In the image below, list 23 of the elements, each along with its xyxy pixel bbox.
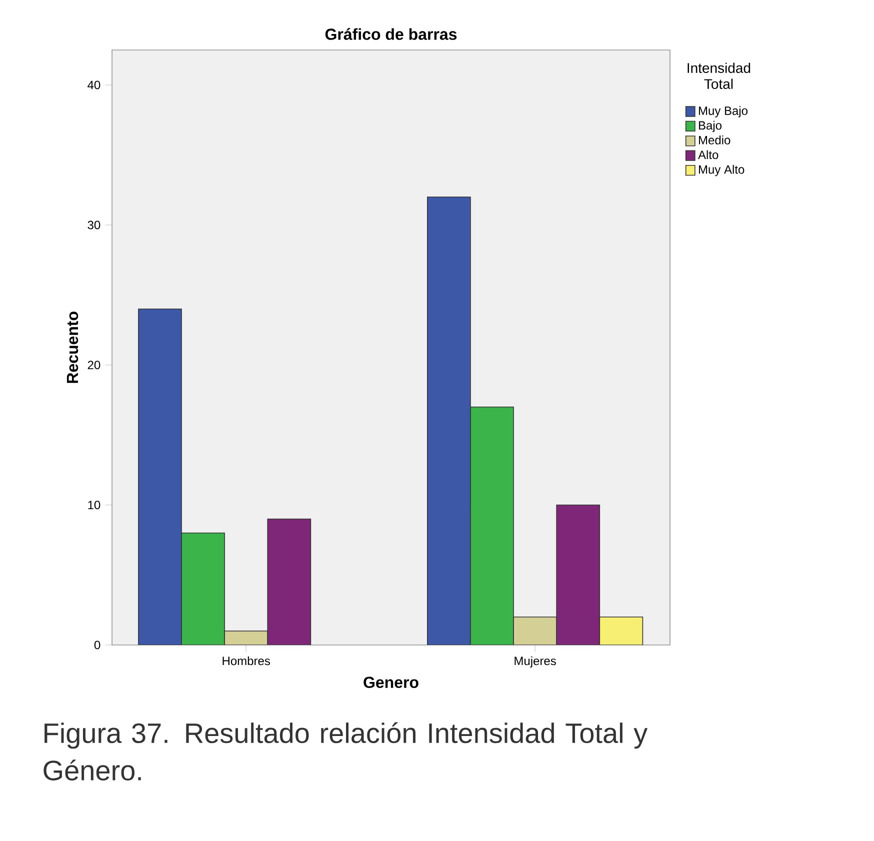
- y-tick-label: 20: [88, 360, 100, 370]
- bar: [427, 196, 471, 645]
- legend-label: Muy Alto: [698, 164, 744, 176]
- legend-label: Bajo: [698, 120, 722, 132]
- x-tick-label: Mujeres: [514, 656, 556, 668]
- legend-title: Intensidad Total: [688, 62, 750, 89]
- y-tick-label: 30: [88, 220, 100, 230]
- y-tick-label: 40: [88, 80, 100, 90]
- y-tick-label: 0: [94, 640, 100, 650]
- bar: [224, 630, 268, 645]
- bar: [513, 616, 557, 645]
- x-tick-label: Hombres: [222, 656, 270, 666]
- y-axis-title: Recuento: [66, 312, 78, 383]
- legend-label: Medio: [698, 136, 730, 144]
- x-axis-title: Genero: [364, 676, 418, 688]
- bar: [470, 406, 514, 645]
- bar: [138, 308, 182, 645]
- chart-title: Gráfico de barras: [325, 28, 457, 40]
- y-tick-label: 10: [88, 500, 100, 510]
- bar: [181, 532, 225, 645]
- legend-label: Alto: [698, 150, 718, 160]
- legend-label: Muy Bajo: [698, 106, 748, 118]
- text: Figura 37. Resultado relación Intensidad Total y Género.: [44, 722, 648, 780]
